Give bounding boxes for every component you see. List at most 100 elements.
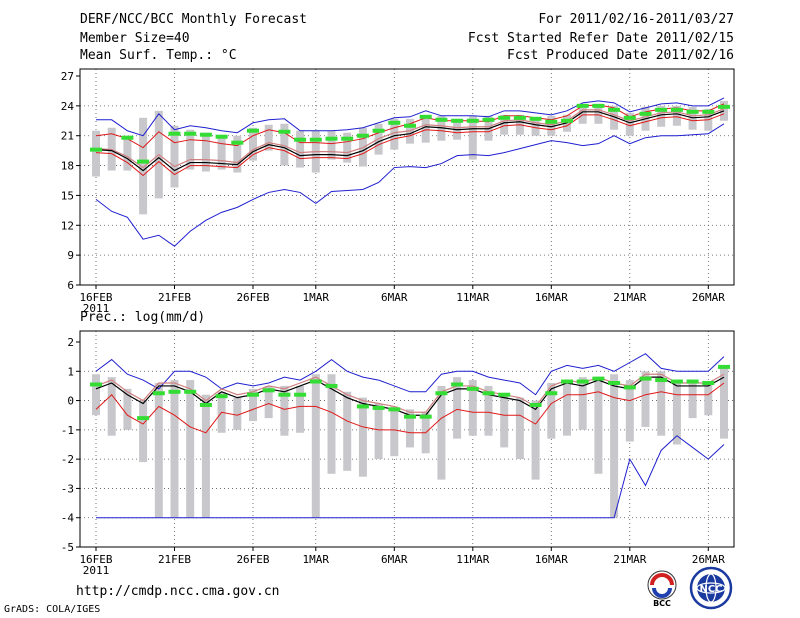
median-mark — [215, 134, 228, 139]
median-mark — [545, 119, 558, 124]
member-size: Member Size=40 — [80, 31, 190, 46]
median-mark — [90, 382, 102, 387]
ensemble-spread-box — [343, 391, 352, 471]
ensemble-spread-box — [280, 385, 289, 436]
median-mark — [294, 137, 307, 142]
ncc-logo-icon: NCC — [689, 566, 733, 610]
y-tick-label: 6 — [67, 279, 74, 292]
median-mark — [247, 128, 259, 133]
y-tick-label: -5 — [61, 541, 74, 554]
plot-frame — [79, 330, 735, 548]
ensemble-spread-box — [311, 374, 320, 518]
ensemble-spread-box — [233, 135, 242, 173]
y-tick-label: -2 — [61, 453, 74, 466]
median-mark — [686, 379, 699, 384]
ensemble-spread-box — [201, 394, 210, 518]
median-mark — [278, 129, 291, 134]
median-mark — [121, 135, 134, 140]
median-mark — [545, 391, 558, 396]
median-mark — [294, 392, 307, 397]
forecast-refer-date: Fcst Started Refer Date 2011/02/15 — [467, 31, 734, 46]
ensemble-spread-box — [280, 123, 289, 166]
median-mark — [341, 136, 354, 141]
ensemble-spread-box — [704, 383, 713, 416]
ensemble-spread-box — [327, 130, 336, 160]
ensemble-spread-box — [201, 132, 210, 172]
y-tick-label: 18 — [61, 160, 74, 173]
ensemble-spread-box — [547, 383, 556, 439]
median-mark — [482, 117, 495, 122]
median-mark — [655, 378, 668, 383]
forecast-produced-date: Fcst Produced Date 2011/02/16 — [507, 48, 734, 63]
bcc-logo-icon: BCC — [647, 570, 677, 608]
ensemble-spread-box — [327, 374, 336, 474]
ensemble-spread-box — [406, 409, 414, 448]
y-tick-label: -4 — [61, 512, 75, 525]
series-line-lower — [95, 382, 725, 434]
x-tick-label: 6MAR — [381, 553, 408, 566]
ensemble-spread-box — [531, 400, 540, 480]
median-mark — [466, 386, 479, 391]
median-mark — [718, 104, 730, 109]
ensemble-spread-box — [672, 105, 681, 126]
temperature-panel-label: Mean Surf. Temp.: °C — [80, 48, 237, 63]
median-mark — [372, 128, 385, 133]
median-mark — [702, 109, 715, 114]
x-tick-label: 21MAR — [613, 553, 646, 566]
median-mark — [137, 416, 150, 421]
y-tick-label: 9 — [67, 249, 74, 262]
median-mark — [592, 103, 605, 108]
median-mark — [435, 391, 448, 396]
ensemble-spread-box — [547, 115, 556, 136]
ensemble-spread-box — [531, 117, 540, 136]
median-mark — [325, 136, 338, 141]
median-mark — [623, 385, 636, 390]
ensemble-spread-box — [720, 365, 728, 439]
median-mark — [309, 379, 322, 384]
precipitation-panel-label: Prec.: log(mm/d) — [80, 310, 206, 325]
median-mark — [513, 115, 526, 120]
x-tick-label: 1MAR — [303, 553, 330, 566]
median-mark — [670, 379, 683, 384]
median-mark — [404, 123, 416, 128]
ensemble-spread-box — [468, 115, 477, 160]
y-tick-label: 21 — [61, 130, 74, 143]
median-mark — [247, 392, 259, 397]
series-line-max — [95, 353, 725, 396]
ensemble-spread-box — [92, 130, 100, 177]
median-mark — [702, 381, 715, 385]
ensemble-spread-box — [186, 380, 195, 518]
median-mark — [529, 402, 542, 407]
median-mark — [529, 116, 542, 121]
ensemble-spread-box — [657, 105, 666, 127]
ensemble-spread-box — [500, 394, 509, 448]
median-mark — [686, 109, 699, 114]
median-mark — [356, 133, 369, 138]
ensemble-spread-box — [390, 118, 399, 150]
median-mark — [184, 131, 197, 136]
plot-frame — [79, 68, 735, 286]
median-mark — [404, 414, 416, 419]
ensemble-spread-box — [233, 397, 242, 430]
y-tick-label: -3 — [61, 482, 74, 495]
median-mark — [623, 115, 636, 120]
median-mark — [419, 414, 432, 419]
ensemble-spread-box — [610, 374, 619, 518]
ensemble-spread-box — [688, 383, 697, 419]
median-mark — [576, 103, 589, 108]
median-mark — [435, 117, 448, 122]
ensemble-spread-box — [358, 397, 367, 477]
median-mark — [639, 376, 652, 381]
ensemble-spread-box — [296, 130, 305, 168]
grads-credit: GrADS: COLA/IGES — [4, 604, 101, 615]
forecast-period: For 2011/02/16-2011/03/27 — [538, 12, 734, 27]
ensemble-spread-box — [594, 377, 603, 474]
y-tick-label: 27 — [61, 70, 74, 83]
ensemble-spread-box — [672, 380, 681, 445]
ensemble-spread-box — [186, 129, 195, 170]
x-tick-label: 16FEB — [79, 553, 112, 566]
x-tick-label: 26FEB — [236, 291, 269, 304]
x-tick-label: 16MAR — [535, 553, 568, 566]
median-mark — [372, 405, 385, 410]
ensemble-spread-box — [625, 112, 634, 136]
